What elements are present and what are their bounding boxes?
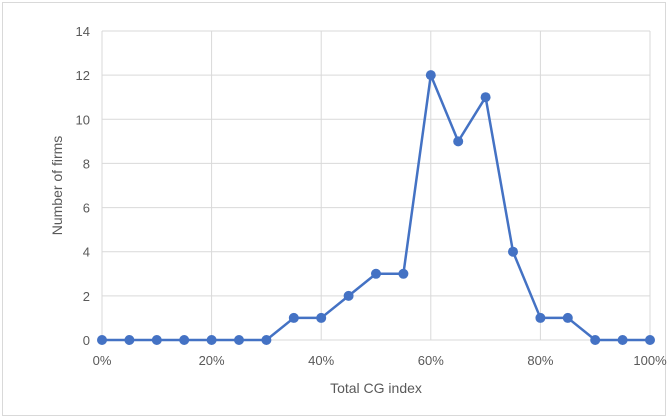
data-point <box>480 92 491 103</box>
data-point <box>562 312 573 323</box>
data-point <box>234 335 244 345</box>
data-point <box>206 335 217 345</box>
x-axis-title: Total CG index <box>330 380 422 396</box>
data-points <box>97 70 655 345</box>
data-point <box>508 246 518 257</box>
data-point <box>288 312 299 323</box>
tick-labels: 0 2 4 6 8 10 12 14 0% 20% 40% 60% 80% 100% <box>76 24 668 368</box>
x-tick-label: 40% <box>308 353 334 368</box>
data-point <box>97 335 107 345</box>
x-tick-label: 20% <box>199 353 225 368</box>
y-axis-title: Number of firms <box>49 136 65 236</box>
data-point <box>343 290 354 301</box>
data-point <box>179 335 190 345</box>
data-point <box>425 70 436 81</box>
data-point <box>645 335 655 345</box>
data-point <box>151 335 162 345</box>
x-tick-label: 100% <box>633 353 667 368</box>
data-point <box>124 335 135 345</box>
y-tick-label: 12 <box>76 68 90 83</box>
data-point <box>371 268 381 279</box>
x-tick-label: 0% <box>93 353 112 368</box>
y-tick-label: 0 <box>83 333 90 348</box>
y-tick-label: 6 <box>83 201 90 216</box>
data-point <box>590 335 601 345</box>
data-point <box>617 335 628 345</box>
y-tick-label: 10 <box>76 112 90 127</box>
data-point <box>453 136 464 147</box>
x-tick-label: 60% <box>418 353 444 368</box>
x-tick-label: 80% <box>527 353 553 368</box>
data-point <box>316 312 327 323</box>
y-tick-label: 8 <box>83 156 90 171</box>
data-point <box>398 268 409 279</box>
data-point <box>261 335 272 345</box>
data-point <box>535 312 546 323</box>
grid-lines <box>101 30 651 341</box>
y-tick-label: 4 <box>83 245 90 260</box>
y-tick-label: 2 <box>83 289 90 304</box>
y-tick-label: 14 <box>76 24 90 39</box>
